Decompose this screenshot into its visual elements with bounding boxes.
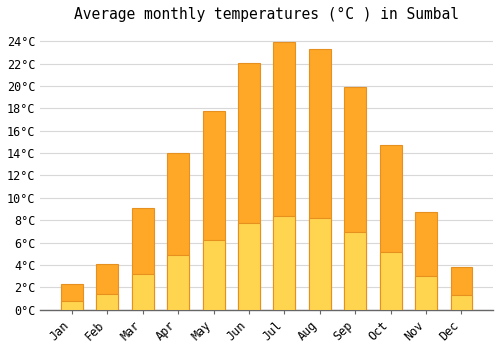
Bar xyxy=(61,301,83,310)
Bar xyxy=(167,255,189,310)
Bar xyxy=(309,49,331,310)
Title: Average monthly temperatures (°C ) in Sumbal: Average monthly temperatures (°C ) in Su… xyxy=(74,7,459,22)
Bar xyxy=(415,276,437,310)
Bar xyxy=(202,240,224,310)
Bar xyxy=(274,216,295,310)
Bar xyxy=(238,63,260,310)
Bar xyxy=(415,212,437,310)
Bar xyxy=(380,252,402,310)
Bar xyxy=(96,294,118,310)
Bar xyxy=(450,267,472,310)
Bar xyxy=(202,111,224,310)
Bar xyxy=(167,153,189,310)
Bar xyxy=(344,232,366,310)
Bar xyxy=(96,264,118,310)
Bar xyxy=(238,223,260,310)
Bar xyxy=(309,218,331,310)
Bar xyxy=(132,274,154,310)
Bar xyxy=(61,284,83,310)
Bar xyxy=(380,145,402,310)
Bar xyxy=(274,42,295,310)
Bar xyxy=(450,295,472,310)
Bar xyxy=(132,208,154,310)
Bar xyxy=(344,87,366,310)
